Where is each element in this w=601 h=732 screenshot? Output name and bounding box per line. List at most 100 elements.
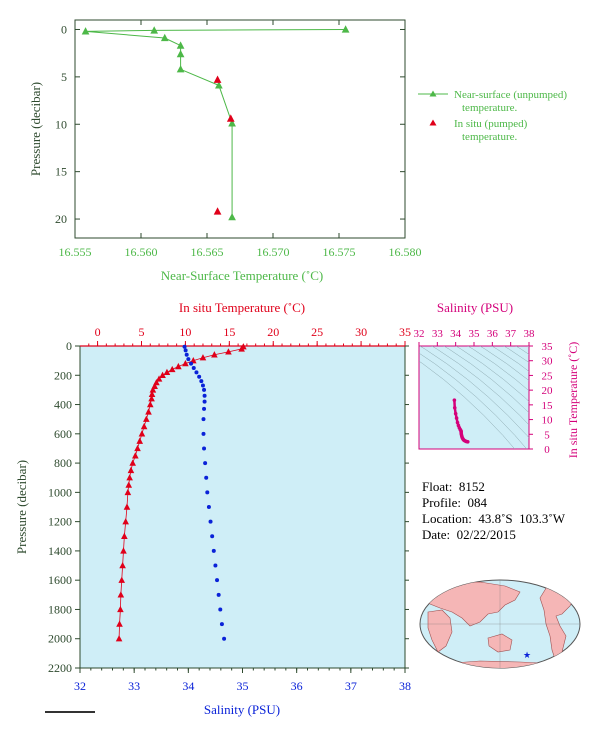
temperature-profile-line <box>118 346 244 639</box>
temperature-profile-point <box>124 488 132 496</box>
temperature-profile-point <box>118 576 126 583</box>
ts-density-contour <box>419 360 516 449</box>
pressure-tick-label: 1000 <box>48 485 72 499</box>
salinity-profile-point <box>222 636 227 641</box>
temperature-profile-point <box>199 354 207 361</box>
temperature-profile-point <box>149 386 157 393</box>
temperature-profile-point <box>148 390 156 397</box>
temperature-profile-point <box>132 452 139 459</box>
temperature-profile-point <box>120 547 127 554</box>
salinity-profile-point <box>216 592 221 597</box>
ts-point <box>455 420 460 425</box>
salinity-profile-point <box>189 361 194 366</box>
float-info: Float: 8152 Profile: 084 Location: 43.8˚… <box>422 479 565 543</box>
temperature-profile-point <box>145 408 152 415</box>
top-y-tick-label: 20 <box>55 212 67 226</box>
top-y-tick-label: 5 <box>61 70 67 84</box>
ts-point <box>465 439 470 444</box>
unpumped-temperature-point <box>341 25 350 33</box>
float-location-marker: ★ <box>523 650 531 660</box>
pumped-temperature-point <box>226 114 235 122</box>
top-legend: Near-surface (unpumped) temperature. In … <box>418 89 567 143</box>
ts-density-contour <box>515 346 529 355</box>
ts-density-contour <box>455 346 529 402</box>
temperature-profile-point <box>117 605 124 613</box>
unpumped-temperature-point <box>176 65 185 73</box>
salinity-profile-point <box>202 393 207 398</box>
pressure-tick-label: 200 <box>54 368 72 382</box>
profile-number: Profile: 084 <box>422 495 487 510</box>
ts-plot-frame <box>418 345 530 450</box>
top-y-tick-label: 10 <box>55 117 67 131</box>
ts-y-axis-label: In situ Temperature (˚C) <box>566 342 580 459</box>
ts-x-tick-label: 36 <box>487 328 499 340</box>
temperature-profile-point <box>136 437 144 444</box>
salinity-profile-point <box>200 383 205 388</box>
profile-chart: 0 5 10 15 20 25 30 35 32 33 34 35 36 37 38 0 200 400 600 80… <box>14 300 411 717</box>
salinity-profile-point <box>206 505 211 509</box>
salinity-profile-point <box>186 357 191 362</box>
unpumped-temperature-point <box>228 119 236 127</box>
main-top-axis-label: In situ Temperature (˚C) <box>179 300 305 315</box>
salinity-profile-point <box>218 607 223 612</box>
legend-label-pumped-1: In situ (pumped) <box>454 118 528 130</box>
pressure-tick-label: 400 <box>54 398 72 412</box>
pressure-tick-label: 1200 <box>48 515 72 529</box>
salinity-profile-point <box>201 431 206 436</box>
salinity-profile-point <box>202 387 207 392</box>
top-y-tick-label: 0 <box>61 22 67 36</box>
temperature-profile-point <box>146 400 154 408</box>
temperature-profile-point <box>211 351 218 358</box>
salinity-profile-point <box>204 475 209 480</box>
salinity-tick-label: 35 <box>237 679 249 693</box>
salinity-profile-point <box>205 490 210 495</box>
pressure-tick-label: 1800 <box>48 602 72 616</box>
salinity-profile-point <box>184 352 189 357</box>
temperature-profile-point <box>143 415 150 422</box>
ts-density-contour <box>467 346 529 391</box>
salinity-profile-point <box>215 578 220 583</box>
float-id: Float: 8152 <box>422 479 485 494</box>
ts-y-tick-label: 30 <box>542 356 554 368</box>
ts-density-contour <box>491 346 529 372</box>
ts-density-contour <box>443 346 529 414</box>
legend-label-unpumped-2: temperature. <box>462 102 518 114</box>
salinity-profile-point <box>213 563 218 568</box>
salinity-profile-point <box>211 548 216 553</box>
temperature-profile-point <box>138 430 146 437</box>
salinity-profile-point <box>194 370 199 375</box>
ts-x-tick-label: 33 <box>432 328 444 340</box>
salinity-profile-point <box>202 406 207 411</box>
salinity-profile-point <box>201 417 206 422</box>
world-map: ★ <box>419 579 581 669</box>
temperature-tick-label: 30 <box>355 325 367 339</box>
unpumped-temperature-point <box>176 49 185 58</box>
ts-y-tick-label: 25 <box>542 370 554 382</box>
top-plot-frame <box>74 19 406 239</box>
temperature-profile-point <box>134 444 141 452</box>
temperature-profile-point <box>182 359 189 367</box>
ts-point <box>453 411 458 416</box>
pressure-tick-label: 2200 <box>48 661 72 675</box>
salinity-profile-point <box>202 399 207 404</box>
temperature-profile-point <box>168 365 176 373</box>
ts-density-contour <box>479 346 529 381</box>
temperature-tick-label: 15 <box>223 325 235 339</box>
ts-x-tick-label: 38 <box>524 328 536 340</box>
profile-date: Date: 02/22/2015 <box>422 527 516 542</box>
unpumped-temperature-point <box>150 26 159 34</box>
ts-title: Salinity (PSU) <box>437 300 513 315</box>
salinity-profile-point <box>219 622 224 627</box>
temperature-tick-label: 35 <box>399 325 411 339</box>
pressure-tick-label: 800 <box>54 456 72 470</box>
salinity-tick-label: 37 <box>345 679 357 693</box>
ts-density-contour <box>419 352 528 449</box>
top-x-tick-label: 16.560 <box>125 245 158 259</box>
map-landmasses <box>420 580 580 668</box>
salinity-profile-point <box>197 374 202 379</box>
top-x-tick-label: 16.565 <box>191 245 224 259</box>
temperature-profile-point <box>125 481 133 488</box>
ts-point <box>454 416 459 420</box>
ts-diagram: 32 33 34 35 36 37 38 0 5 10 15 20 25 30 35 Salinity (P… <box>414 300 581 459</box>
